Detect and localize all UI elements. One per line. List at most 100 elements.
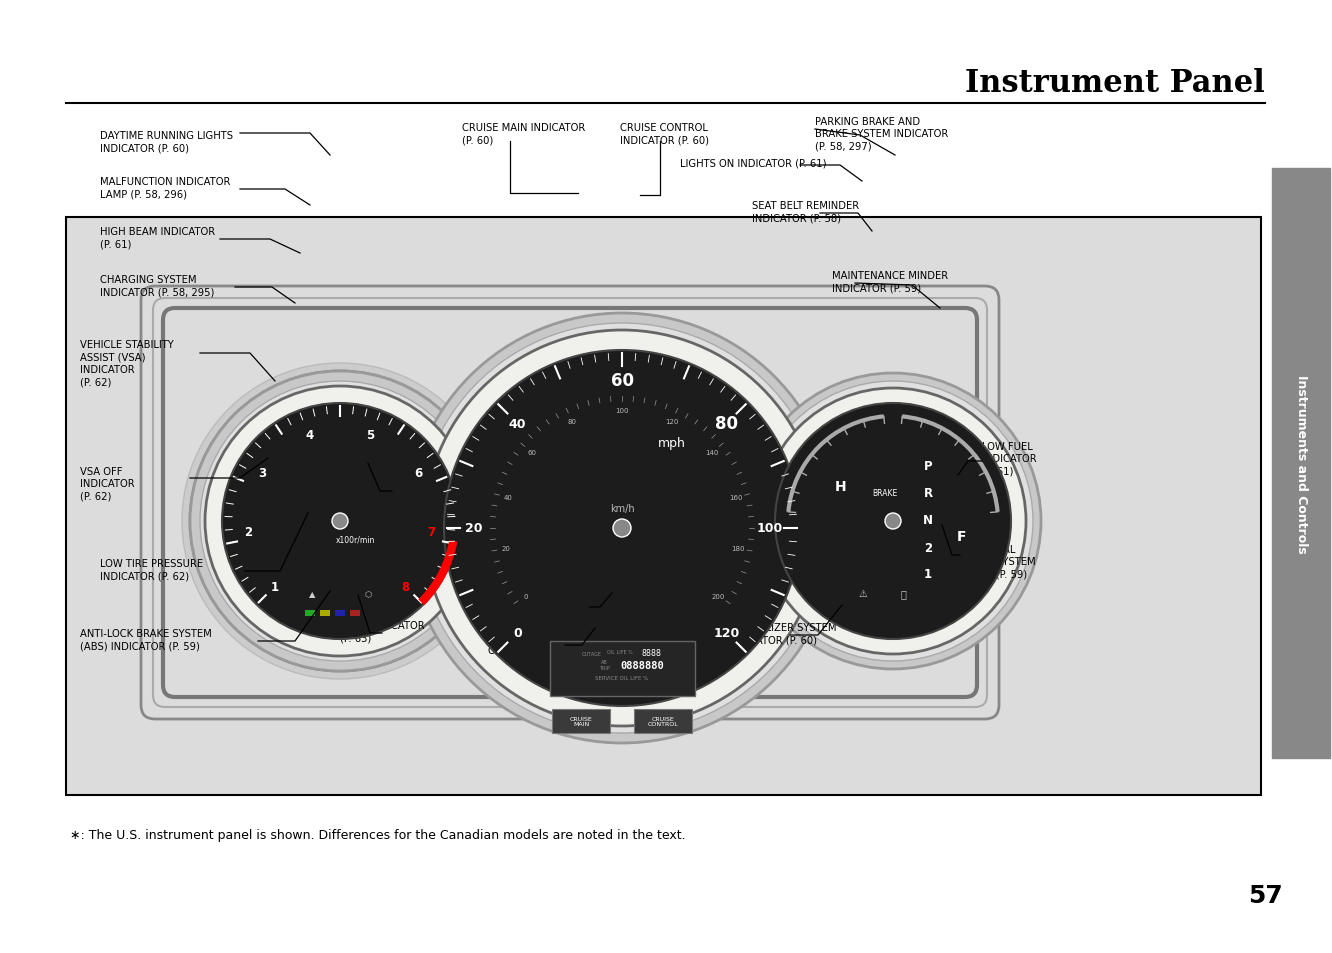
Bar	[320, 610, 330, 617]
Text: 180: 180	[731, 546, 745, 552]
Text: OIL LIFE %: OIL LIFE %	[607, 650, 633, 655]
Text: 8: 8	[401, 580, 409, 593]
Text: SERVICE OIL LIFE %: SERVICE OIL LIFE %	[595, 676, 649, 680]
Circle shape	[190, 372, 490, 671]
Text: DOOR AND TAILGATE
OPEN INDICATOR (P. 61): DOOR AND TAILGATE OPEN INDICATOR (P. 61)	[488, 632, 607, 655]
Text: 7: 7	[428, 525, 436, 538]
Text: x100r/min: x100r/min	[336, 535, 374, 544]
Text: 0: 0	[513, 626, 522, 639]
Text: CRUISE MAIN INDICATOR
(P. 60): CRUISE MAIN INDICATOR (P. 60)	[462, 123, 585, 145]
Text: TPMS INDICATOR
(P. 63): TPMS INDICATOR (P. 63)	[340, 620, 425, 642]
Text: CRUISE CONTROL
INDICATOR (P. 60): CRUISE CONTROL INDICATOR (P. 60)	[619, 123, 709, 145]
Text: 200: 200	[713, 593, 726, 599]
Circle shape	[332, 514, 348, 530]
Text: 160: 160	[729, 495, 743, 501]
Text: BRAKE: BRAKE	[872, 489, 898, 498]
Text: 2: 2	[924, 541, 932, 554]
Circle shape	[444, 351, 801, 706]
Bar	[67, 218, 1261, 795]
Text: MAINTENANCE MINDER
INDICATOR (P. 59): MAINTENANCE MINDER INDICATOR (P. 59)	[832, 271, 948, 293]
Circle shape	[753, 381, 1034, 661]
Text: 3: 3	[258, 466, 266, 479]
Text: IMMOBILIZER SYSTEM
INDICATOR (P. 60): IMMOBILIZER SYSTEM INDICATOR (P. 60)	[729, 622, 836, 644]
Text: 6: 6	[414, 466, 422, 479]
Text: 100: 100	[615, 408, 629, 414]
Circle shape	[200, 381, 480, 661]
Text: 20: 20	[465, 522, 482, 535]
Text: 0: 0	[523, 593, 527, 599]
Text: HIGH BEAM INDICATOR
(P. 61): HIGH BEAM INDICATOR (P. 61)	[100, 227, 216, 249]
Text: TRIP: TRIP	[598, 666, 609, 671]
Text: mph: mph	[658, 437, 686, 450]
Text: LOW FUEL
INDICATOR
(P. 61): LOW FUEL INDICATOR (P. 61)	[982, 441, 1036, 476]
Bar	[634, 709, 693, 733]
Text: 40: 40	[509, 417, 526, 431]
Text: PARKING BRAKE AND
BRAKE SYSTEM INDICATOR
(P. 58, 297): PARKING BRAKE AND BRAKE SYSTEM INDICATOR…	[815, 116, 948, 152]
Text: 120: 120	[714, 626, 739, 639]
Text: 0888880: 0888880	[621, 660, 663, 670]
Text: 57: 57	[1248, 883, 1283, 907]
Text: SUPPLEMENTAL
RESTRAINT SYSTEM
INDICATOR (P. 59): SUPPLEMENTAL RESTRAINT SYSTEM INDICATOR …	[938, 544, 1035, 578]
Text: Instruments and Controls: Instruments and Controls	[1295, 375, 1308, 553]
Circle shape	[775, 403, 1011, 639]
Bar	[550, 641, 695, 697]
Bar	[1272, 169, 1329, 759]
Text: N: N	[923, 514, 932, 527]
Text: 4: 4	[305, 428, 314, 441]
Text: 120: 120	[665, 418, 678, 425]
Circle shape	[884, 514, 900, 530]
Circle shape	[761, 389, 1026, 655]
Text: ∗: The U.S. instrument panel is shown. Differences for the Canadian models are n: ∗: The U.S. instrument panel is shown. D…	[71, 828, 686, 841]
Bar	[305, 610, 314, 617]
Text: 5: 5	[366, 428, 374, 441]
Text: Instrument Panel: Instrument Panel	[966, 69, 1265, 99]
Text: 80: 80	[715, 415, 738, 433]
Text: R: R	[923, 487, 932, 500]
Text: AB: AB	[601, 659, 607, 664]
Text: 140: 140	[706, 450, 719, 456]
Circle shape	[424, 331, 821, 726]
Text: MALFUNCTION INDICATOR
LAMP (P. 58, 296): MALFUNCTION INDICATOR LAMP (P. 58, 296)	[100, 176, 230, 199]
Circle shape	[417, 324, 827, 733]
Circle shape	[745, 374, 1042, 669]
Text: 60: 60	[610, 372, 634, 390]
Text: CRUISE
CONTROL: CRUISE CONTROL	[647, 716, 678, 726]
Text: 80: 80	[567, 418, 577, 425]
Text: ⛽: ⛽	[900, 588, 906, 598]
Text: LIGHTS ON INDICATOR (P. 61): LIGHTS ON INDICATOR (P. 61)	[681, 159, 826, 169]
Text: ANTI-LOCK BRAKE SYSTEM
(ABS) INDICATOR (P. 59): ANTI-LOCK BRAKE SYSTEM (ABS) INDICATOR (…	[80, 628, 212, 651]
Text: F: F	[956, 530, 966, 543]
Text: SEAT BELT REMINDER
INDICATOR (P. 58): SEAT BELT REMINDER INDICATOR (P. 58)	[753, 200, 859, 223]
Text: VEHICLE STABILITY
ASSIST (VSA)
INDICATOR
(P. 62): VEHICLE STABILITY ASSIST (VSA) INDICATOR…	[80, 340, 173, 387]
Text: SIDE AIRBAG OFF
INDICATOR (P. 59): SIDE AIRBAG OFF INDICATOR (P. 59)	[567, 594, 657, 617]
Bar	[551, 709, 610, 733]
Text: 60: 60	[527, 450, 535, 456]
Text: 20: 20	[501, 546, 510, 552]
Text: ⬡: ⬡	[365, 589, 372, 598]
Text: P: P	[923, 460, 932, 473]
Text: ⚠: ⚠	[859, 588, 867, 598]
Text: H: H	[835, 479, 847, 494]
Text: DAYTIME RUNNING LIGHTS
INDICATOR (P. 60): DAYTIME RUNNING LIGHTS INDICATOR (P. 60)	[100, 131, 233, 153]
Circle shape	[222, 403, 458, 639]
Circle shape	[205, 387, 476, 657]
Text: 1: 1	[924, 568, 932, 581]
Text: 2: 2	[245, 525, 253, 538]
Text: LOW OIL
PRESSURE
INDICATOR
(P. 58, 295): LOW OIL PRESSURE INDICATOR (P. 58, 295)	[390, 490, 446, 537]
Text: VSA OFF
INDICATOR
(P. 62): VSA OFF INDICATOR (P. 62)	[80, 466, 135, 501]
Text: LOW TIRE PRESSURE
INDICATOR (P. 62): LOW TIRE PRESSURE INDICATOR (P. 62)	[100, 558, 202, 580]
Circle shape	[613, 519, 631, 537]
Text: 1: 1	[270, 580, 278, 593]
Text: 100: 100	[757, 522, 783, 535]
Bar	[350, 610, 360, 617]
Text: CHARGING SYSTEM
INDICATOR (P. 58, 295): CHARGING SYSTEM INDICATOR (P. 58, 295)	[100, 274, 214, 297]
Circle shape	[182, 364, 498, 679]
Text: CRUISE
MAIN: CRUISE MAIN	[570, 716, 593, 726]
Text: OUTAGE: OUTAGE	[582, 651, 602, 656]
Text: ▲: ▲	[309, 589, 316, 598]
Text: km/h: km/h	[610, 503, 634, 514]
Bar	[336, 610, 345, 617]
Circle shape	[408, 314, 836, 743]
Text: 8888: 8888	[642, 648, 662, 657]
Text: 40: 40	[503, 495, 513, 501]
